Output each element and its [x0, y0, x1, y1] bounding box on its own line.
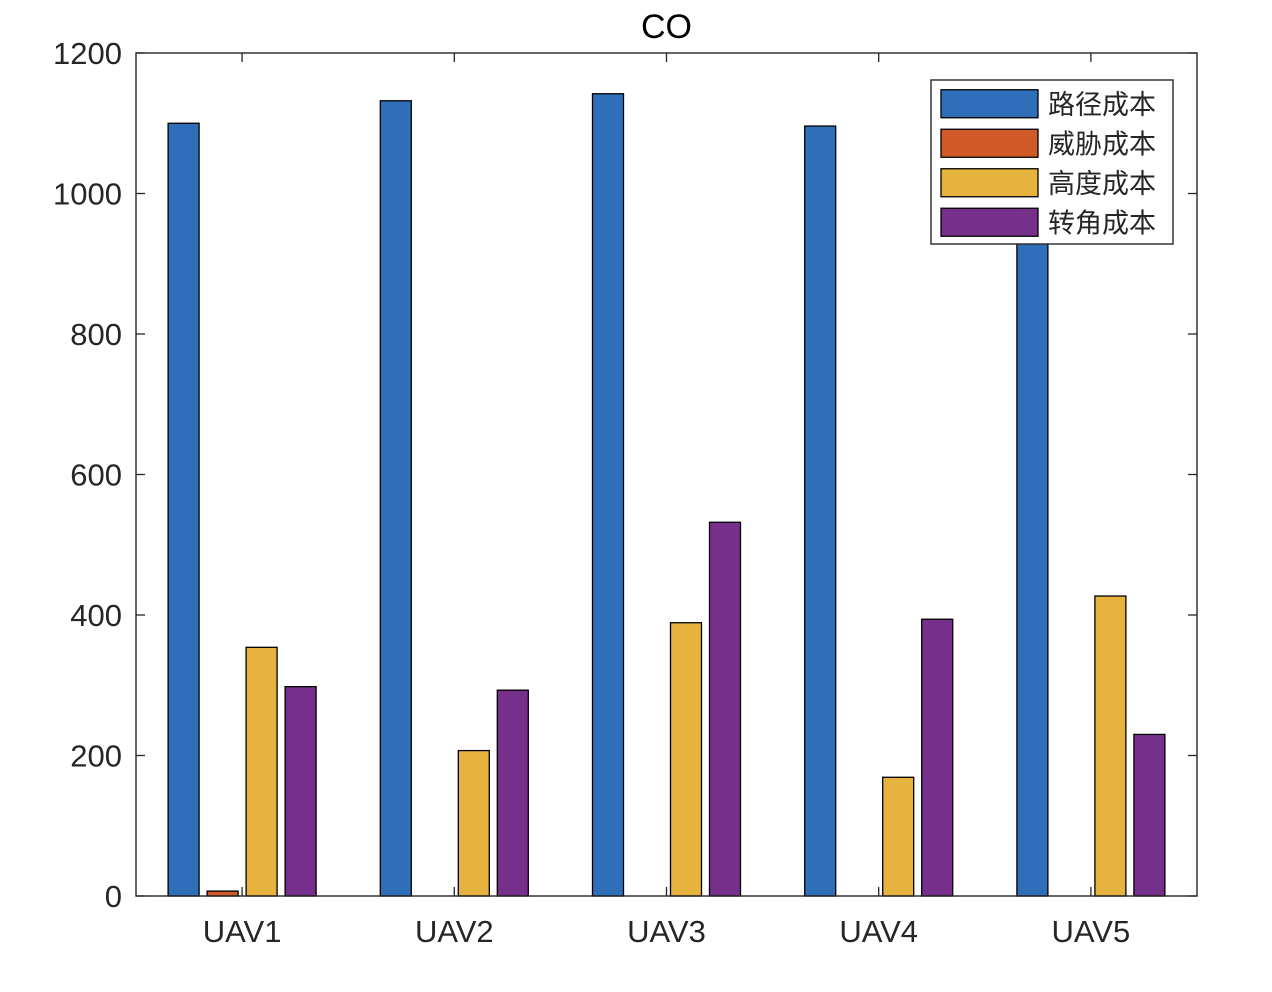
legend-label: 威胁成本 — [1048, 129, 1156, 160]
x-tick-label: UAV3 — [627, 914, 706, 949]
bar-uav3-series-4 — [708, 521, 742, 897]
bar-uav2-series-1 — [379, 100, 412, 897]
y-tick-label: 1000 — [53, 177, 122, 212]
x-tick-label: UAV1 — [203, 914, 282, 949]
y-tick-label: 600 — [70, 458, 122, 493]
bar-uav2-series-4 — [496, 689, 529, 897]
bar-uav2-series-3 — [457, 749, 490, 897]
bar-uav4-series-4 — [921, 618, 954, 897]
bars-layer — [167, 93, 1166, 897]
x-tick-label: UAV2 — [415, 914, 494, 949]
x-tick-labels: UAV1 UAV2 UAV3 UAV4 UAV5 — [203, 914, 1130, 949]
x-tick-label: UAV4 — [839, 914, 918, 949]
bar-uav5-series-4 — [1133, 733, 1166, 897]
legend-label: 路径成本 — [1048, 90, 1156, 121]
chart-title: CO — [641, 8, 692, 46]
bar-uav1-series-4 — [284, 686, 317, 897]
legend-swatch — [940, 207, 1039, 237]
y-tick-label: 400 — [70, 598, 122, 633]
legend-swatch — [940, 89, 1039, 119]
bar-uav1-series-1 — [167, 122, 200, 897]
bar-uav1-series-2 — [206, 890, 239, 897]
bar-uav3-series-1 — [591, 93, 625, 897]
legend-label: 高度成本 — [1048, 169, 1156, 200]
x-tick-label: UAV5 — [1052, 914, 1131, 949]
y-tick-label: 200 — [70, 739, 122, 774]
y-tick-labels: 0 200 400 600 800 1000 1200 — [53, 36, 122, 914]
bar-uav5-series-3 — [1094, 595, 1127, 897]
bar-uav4-series-3 — [882, 776, 915, 897]
legend-label: 转角成本 — [1048, 208, 1156, 239]
legend-swatch — [940, 168, 1039, 198]
bar-uav5-series-1 — [1016, 189, 1049, 897]
y-tick-label: 1200 — [53, 36, 122, 71]
ticks-layer — [136, 52, 1197, 897]
bar-uav4-series-1 — [804, 125, 837, 897]
bar-uav3-series-3 — [669, 622, 703, 897]
bar-uav1-series-3 — [245, 646, 278, 897]
y-tick-label: 800 — [70, 317, 122, 352]
legend-swatch — [940, 128, 1039, 158]
y-tick-label: 0 — [105, 879, 122, 914]
